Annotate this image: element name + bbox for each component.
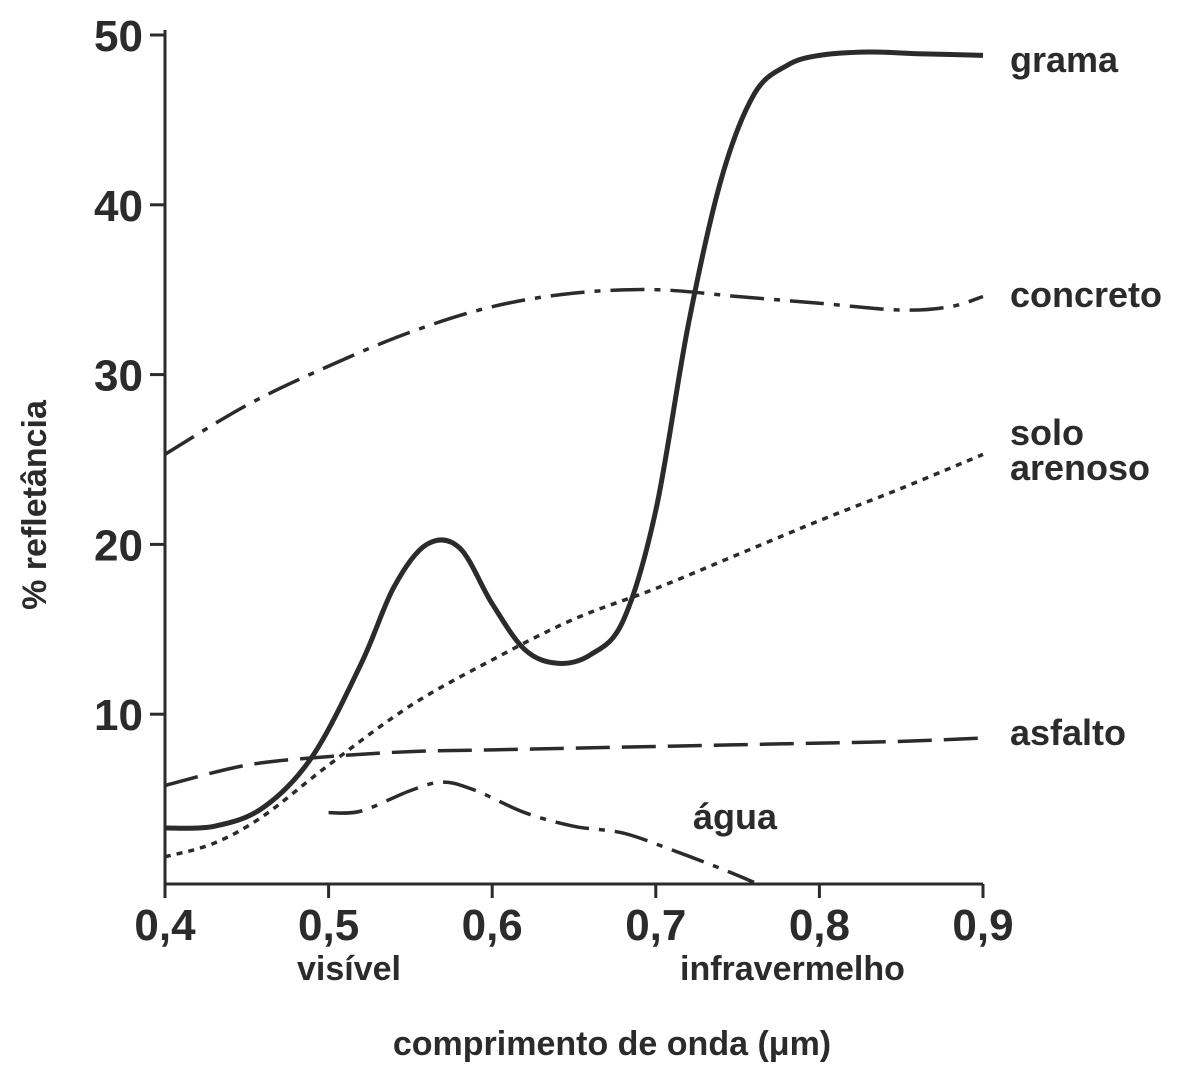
series-label-1: concreto (1010, 274, 1162, 315)
region-label-infrared: infravermelho (680, 950, 905, 988)
series-line-1 (164, 287, 984, 456)
y-tick-label: 20 (94, 521, 143, 570)
series-label-3: asfalto (1010, 712, 1126, 753)
series-group (164, 49, 984, 884)
region-label-visible: visível (297, 950, 401, 988)
x-tick-label: 0,8 (789, 901, 850, 950)
y-tick-label: 30 (94, 352, 143, 401)
y-tick-label: 40 (94, 182, 143, 231)
x-tick-label: 0,4 (134, 901, 196, 950)
x-axis-title: comprimento de onda (μm) (393, 1025, 831, 1063)
y-tick-label: 10 (94, 691, 143, 740)
series-line-3 (164, 736, 984, 788)
y-axis-ticks: 10 20 30 40 50 (94, 12, 165, 740)
x-tick-label: 0,5 (298, 901, 359, 950)
series-label-4: água (693, 796, 778, 837)
series-labels: grama concreto solo arenoso asfalto água (693, 39, 1162, 837)
x-tick-label: 0,6 (462, 901, 523, 950)
x-axis-ticks: 0,4 0,5 0,6 0,7 0,8 0,9 (134, 884, 1014, 950)
y-axis-title: % refletância (16, 399, 54, 610)
series-label-0: grama (1010, 39, 1119, 80)
series-label-2: solo arenoso (1010, 412, 1150, 488)
series-line-4 (328, 780, 755, 884)
x-tick-label: 0,9 (952, 901, 1013, 950)
series-line-0 (164, 49, 984, 831)
series-line-2 (164, 452, 984, 859)
x-tick-label: 0,7 (625, 901, 686, 950)
y-tick-label: 50 (94, 12, 143, 61)
